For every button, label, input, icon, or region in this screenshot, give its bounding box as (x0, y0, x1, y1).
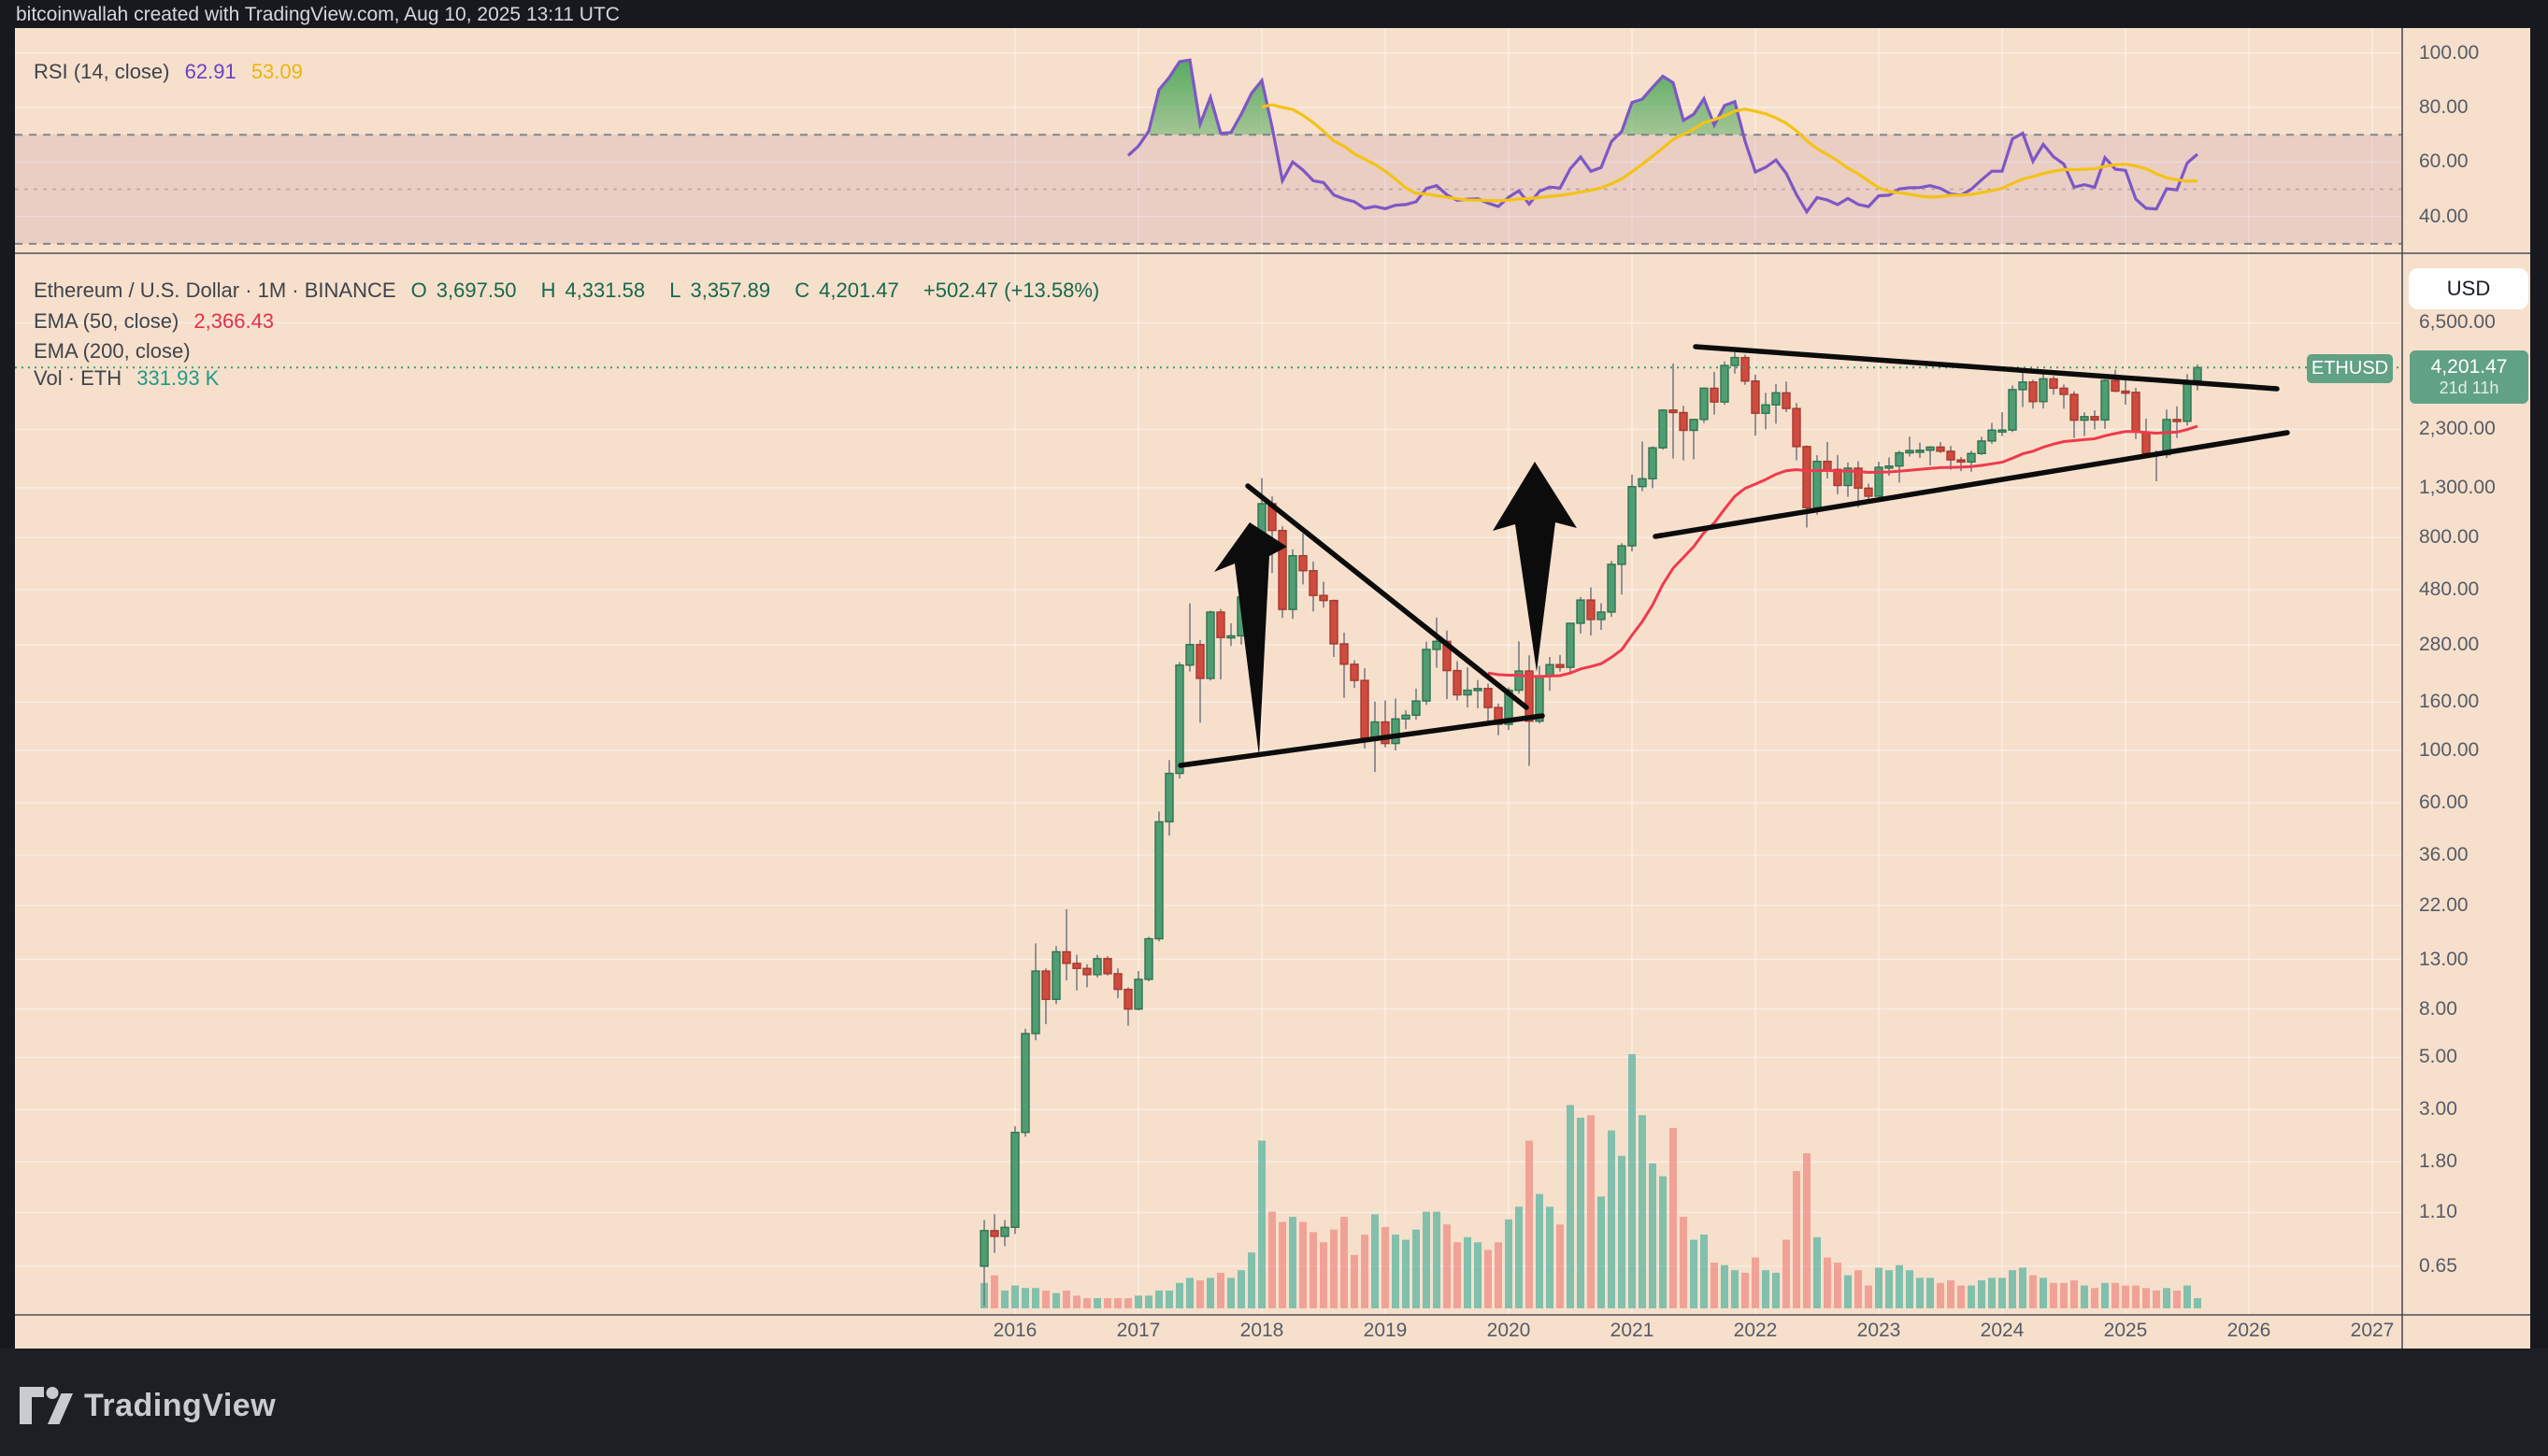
price-axis-label: 8.00 (2419, 997, 2457, 1020)
price-axis-label: 280.00 (2419, 634, 2480, 656)
symbol-title: Ethereum / U.S. Dollar · 1M · BINANCE (34, 278, 396, 302)
ema200-legend-row[interactable]: EMA (200, close) (34, 339, 200, 364)
rsi-ma-line (1261, 103, 2198, 203)
year-label-2023: 2023 (1856, 1320, 1901, 1341)
price-axis-label: 3.00 (2419, 1098, 2457, 1121)
price-axis-label: 100.00 (2419, 738, 2480, 761)
tradingview-logo[interactable]: TradingView (19, 1387, 276, 1424)
price-axis-label: 22.00 (2419, 893, 2469, 916)
price-axis-label: 36.00 (2419, 843, 2469, 865)
rsi-band (15, 135, 2402, 244)
snapshot-title: bitcoinwallah created with TradingView.c… (16, 4, 620, 25)
price-axis-label: 160.00 (2419, 691, 2480, 713)
rsi-axis-label: 100.00 (2419, 41, 2480, 64)
wedge2-resistance[interactable] (1693, 344, 2280, 392)
rsi-axis-label: 40.00 (2419, 205, 2469, 227)
ema50-value: 2,366.43 (193, 309, 275, 333)
triangle1-support[interactable] (1178, 713, 1545, 768)
year-label-2027: 2027 (2350, 1320, 2395, 1341)
change-value: +502.47 (+13.58%) (923, 278, 1100, 302)
price-axis-label: 2,300.00 (2419, 418, 2496, 440)
arrow-up-annotation-2[interactable] (1493, 462, 1577, 672)
year-label-2026: 2026 (2226, 1320, 2271, 1341)
ohlc-open: O 3,697.50 (410, 278, 517, 302)
price-axis-label: 1,300.00 (2419, 476, 2496, 498)
year-label-2022: 2022 (1733, 1320, 1778, 1341)
year-label-2016: 2016 (993, 1320, 1038, 1341)
ohlc-high: H 4,331.58 (540, 278, 646, 302)
chart-background (15, 28, 2530, 1349)
volume-value: 331.93 K (136, 366, 220, 390)
price-axis-label: 0.65 (2419, 1254, 2457, 1277)
price-axis-label: 6,500.00 (2419, 311, 2496, 334)
year-label-2019: 2019 (1363, 1320, 1408, 1341)
volume-label: Vol · ETH (34, 366, 122, 390)
price-axis-label: 5.00 (2419, 1046, 2457, 1068)
rsi-axis-label: 80.00 (2419, 96, 2469, 119)
currency-toggle-button[interactable]: USD (2409, 268, 2528, 309)
bar-countdown: 21d 11h (2439, 378, 2499, 398)
rsi-value: 62.91 (184, 60, 236, 83)
last-price-badge: 4,201.47 21d 11h (2410, 350, 2528, 404)
rsi-line (1126, 58, 2199, 215)
rsi-oversold-fill (1128, 243, 2197, 244)
ema50-line (1487, 424, 2198, 678)
tradingview-logo-text: TradingView (84, 1387, 277, 1423)
year-label-2018: 2018 (1239, 1320, 1284, 1341)
rsi-axis-label: 60.00 (2419, 150, 2469, 173)
year-label-2025: 2025 (2103, 1320, 2148, 1341)
price-axis-label: 480.00 (2419, 578, 2480, 601)
volume-series (981, 1054, 2201, 1308)
symbol-badge: ETHUSD (2307, 354, 2393, 383)
rsi-legend-label: RSI (14, close) (34, 60, 170, 83)
year-label-2017: 2017 (1116, 1320, 1161, 1341)
wedge2-support[interactable] (1653, 430, 2290, 539)
triangle1-resistance[interactable] (1245, 483, 1529, 710)
ohlc-close: C 4,201.47 (794, 278, 899, 302)
price-axis-label: 60.00 (2419, 791, 2469, 813)
candle-series (980, 352, 2202, 1306)
arrow-up-annotation-1[interactable] (1214, 522, 1287, 756)
footer-bar (0, 1349, 2548, 1456)
last-price: 4,201.47 (2430, 356, 2508, 378)
ema200-label: EMA (200, close) (34, 339, 191, 363)
year-label-2020: 2020 (1486, 1320, 1531, 1341)
rsi-ma-value: 53.09 (251, 60, 303, 83)
year-label-2024: 2024 (1980, 1320, 2025, 1341)
price-axis-label: 1.10 (2419, 1201, 2457, 1223)
price-axis-label: 1.80 (2419, 1150, 2457, 1173)
rsi-legend[interactable]: RSI (14, close) 62.91 53.09 (34, 60, 312, 84)
price-axis-label: 800.00 (2419, 526, 2480, 549)
tradingview-logo-icon (20, 1387, 73, 1424)
ema50-legend-row[interactable]: EMA (50, close) 2,366.43 (34, 309, 283, 334)
ohlc-low: L 3,357.89 (669, 278, 771, 302)
year-label-2021: 2021 (1610, 1320, 1654, 1341)
ema50-label: EMA (50, close) (34, 309, 179, 333)
volume-legend-row[interactable]: Vol · ETH 331.93 K (34, 366, 228, 391)
price-axis-label: 13.00 (2419, 948, 2469, 970)
